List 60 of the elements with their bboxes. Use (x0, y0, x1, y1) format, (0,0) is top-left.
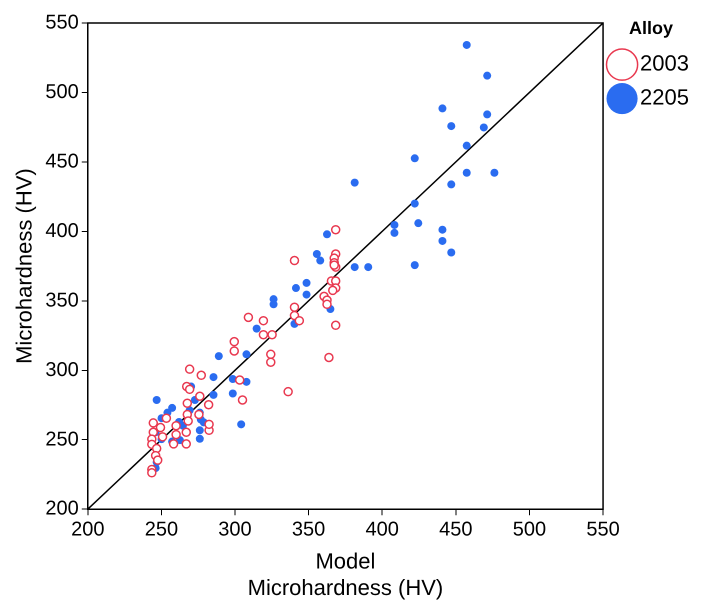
point (290, 256, 300, 266)
point (195, 392, 205, 402)
point (147, 468, 157, 478)
x-tick-label: 400 (366, 518, 399, 541)
x-tick-label: 500 (512, 518, 546, 541)
point (258, 330, 268, 340)
point (148, 418, 158, 428)
x-tick-label: 300 (218, 518, 252, 541)
point (162, 413, 172, 423)
x-tick-label: 200 (71, 518, 104, 541)
x-tick-label: 250 (144, 518, 178, 541)
x-tick-label: 350 (292, 518, 326, 541)
point (258, 316, 268, 326)
point (182, 398, 192, 408)
point (171, 420, 181, 430)
point (182, 439, 192, 449)
y-tick-label: 350 (45, 289, 79, 312)
point (204, 420, 214, 430)
x-axis-title: Model Microhardness (HV) (248, 548, 444, 600)
point (324, 352, 334, 362)
x-tick-label: 550 (586, 518, 620, 541)
point (322, 300, 332, 310)
y-tick-label: 450 (45, 150, 79, 172)
point (328, 286, 338, 296)
point (183, 416, 193, 426)
point (184, 384, 194, 394)
y-tick-label: 550 (45, 12, 79, 34)
point (156, 422, 166, 432)
point (196, 370, 206, 380)
y-tick-label: 250 (45, 428, 79, 450)
point (171, 430, 181, 440)
point (294, 316, 304, 326)
point (182, 427, 192, 437)
y-tick-label: 300 (45, 358, 79, 381)
x-tick-label: 450 (439, 518, 473, 541)
point (230, 346, 240, 356)
point (204, 400, 214, 410)
point (267, 330, 277, 340)
y-axis-title: Microhardness (HV) (11, 168, 36, 364)
point (152, 455, 162, 465)
point (168, 439, 178, 449)
point (330, 320, 340, 330)
point (234, 375, 244, 385)
point (238, 395, 248, 405)
point (184, 364, 194, 374)
point (230, 336, 240, 346)
point (244, 312, 254, 322)
y-tick-label: 200 (45, 498, 79, 520)
point (290, 302, 300, 312)
legend-label: 2205 (640, 84, 690, 110)
point (266, 350, 276, 360)
point (330, 224, 340, 234)
y-tick-label: 500 (45, 80, 79, 103)
point (266, 357, 276, 367)
legend-label: 2003 (640, 50, 690, 76)
legend-title: Alloy (629, 18, 674, 38)
point (194, 410, 204, 420)
y-tick-label: 400 (45, 220, 79, 242)
point (283, 386, 293, 396)
point (158, 432, 168, 442)
